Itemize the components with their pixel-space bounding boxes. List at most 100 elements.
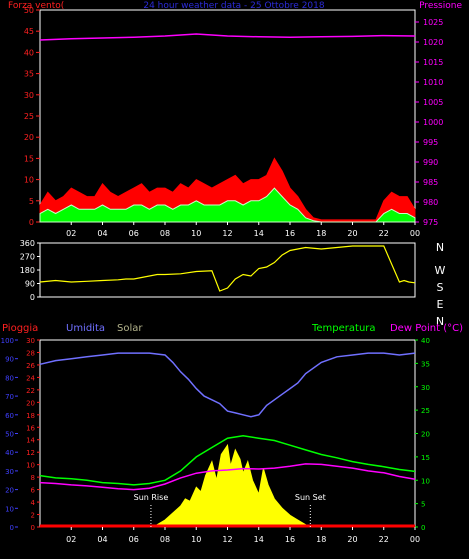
- panel3-x-tick-label: 12: [222, 535, 232, 544]
- panel1-x-tick-label: 02: [66, 229, 76, 238]
- panel1-left-tick-label: 15: [24, 154, 34, 163]
- rain-tick-label: 30: [26, 337, 35, 345]
- panel1-right-tick-label: 1010: [423, 78, 443, 87]
- panel2-left-tick-label: 360: [20, 239, 35, 248]
- temperature-line: [39, 435, 416, 486]
- rain-tick-label: 2: [31, 512, 35, 520]
- panel1-right-tick-label: 1025: [423, 18, 443, 27]
- panel1-right-tick-label: 1000: [423, 118, 443, 127]
- panel2-compass-label: S: [437, 281, 444, 294]
- temp-tick-label: 40: [421, 337, 430, 345]
- rain-tick-label: 22: [26, 387, 35, 395]
- panel3-x-tick-label: 08: [160, 535, 170, 544]
- panel3-x-tick-label: 16: [285, 535, 295, 544]
- rain-tick-label: 8: [31, 474, 35, 482]
- panel1-x-tick-label: 16: [285, 229, 295, 238]
- humidity-tick-label: 50: [5, 431, 14, 439]
- rain-tick-label: 0: [31, 524, 35, 532]
- rain-tick-label: 6: [31, 487, 36, 495]
- panel2-compass-label: N: [436, 315, 444, 328]
- panel3-x-tick-label: 02: [66, 535, 76, 544]
- chart-title: 24 hour weather data - 25 Ottobre 2018: [143, 1, 325, 11]
- temp-tick-label: 5: [421, 501, 425, 509]
- panel1-x-tick-label: 10: [191, 229, 201, 238]
- panel3-x-tick-label: 04: [97, 535, 107, 544]
- panel3-x-tick-label: 10: [191, 535, 201, 544]
- panel3-x-tick-label: 18: [316, 535, 326, 544]
- panel2-left-tick-label: 90: [25, 280, 35, 289]
- panel3-x-tick-label: 06: [129, 535, 139, 544]
- temp-tick-label: 15: [421, 454, 430, 462]
- humidity-tick-label: 100: [1, 337, 14, 345]
- sunset-label: Sun Set: [295, 493, 326, 502]
- humidity-axis-title: Umidita: [66, 323, 105, 334]
- panel1-left-tick-label: 45: [24, 27, 34, 36]
- panel2-compass-label: E: [437, 298, 444, 311]
- panel2-compass-label: W: [435, 264, 446, 277]
- temp-tick-label: 0: [421, 524, 425, 532]
- panel1-x-tick-label: 18: [316, 229, 326, 238]
- humidity-tick-label: 10: [5, 505, 14, 513]
- panel1-left-tick-label: 20: [24, 133, 34, 142]
- panel1-x-tick-label: 22: [379, 229, 389, 238]
- panel1-x-tick-label: 12: [222, 229, 232, 238]
- humidity-tick-label: 60: [5, 412, 14, 420]
- temp-tick-label: 30: [421, 384, 430, 392]
- rain-tick-label: 18: [26, 412, 35, 420]
- panel1-left-tick-label: 50: [24, 6, 34, 15]
- panel1-x-tick-label: 04: [97, 229, 107, 238]
- humidity-tick-label: 20: [5, 487, 14, 495]
- panel1-left-tick-label: 0: [29, 218, 34, 227]
- temperature-axis-title: Temperatura: [311, 323, 376, 334]
- humidity-tick-label: 0: [10, 524, 14, 532]
- temp-tick-label: 25: [421, 407, 430, 415]
- panel1-x-tick-label: 00: [410, 229, 420, 238]
- panel1-left-tick-label: 40: [24, 48, 34, 57]
- rain-tick-label: 12: [26, 449, 35, 457]
- rain-tick-label: 28: [26, 349, 35, 357]
- panel3-x-tick-label: 22: [379, 535, 389, 544]
- panel1-x-tick-label: 20: [347, 229, 357, 238]
- panel1-x-tick-label: 14: [254, 229, 264, 238]
- humidity-line: [39, 352, 416, 418]
- sunrise-label: Sun Rise: [134, 493, 169, 502]
- panel1-right-tick-label: 1020: [423, 38, 443, 47]
- panel1-x-tick-label: 08: [160, 229, 170, 238]
- panel1-left-tick-label: 25: [24, 112, 34, 121]
- humidity-tick-label: 70: [5, 393, 14, 401]
- panel1-right-tick-label: 985: [423, 178, 438, 187]
- panel1-right-tick-label: 1005: [423, 98, 443, 107]
- panel2-compass-label: N: [436, 241, 444, 254]
- panel1-right-tick-label: 1015: [423, 58, 443, 67]
- panel1-left-tick-label: 35: [24, 70, 34, 79]
- rain-tick-label: 24: [26, 374, 35, 382]
- panel2-left-tick-label: 270: [20, 253, 35, 262]
- solar-area: [149, 443, 311, 528]
- panel1-right-tick-label: 990: [423, 158, 438, 167]
- rain-tick-label: 4: [31, 499, 36, 507]
- rain-tick-label: 10: [26, 462, 35, 470]
- panel3-x-tick-label: 00: [410, 535, 420, 544]
- rain-tick-label: 16: [26, 424, 35, 432]
- rain-tick-label: 20: [26, 399, 35, 407]
- rain-tick-label: 14: [26, 437, 35, 445]
- humidity-tick-label: 80: [5, 374, 14, 382]
- panel2-left-tick-label: 180: [20, 266, 35, 275]
- rain-tick-label: 26: [26, 362, 35, 370]
- pressure-line: [39, 33, 416, 41]
- panel3-x-tick-label: 20: [347, 535, 357, 544]
- wind-average-area: [39, 187, 416, 223]
- panel1-left-tick-label: 30: [24, 91, 34, 100]
- panel3-x-tick-label: 14: [254, 535, 264, 544]
- panel1-left-tick-label: 10: [24, 176, 34, 185]
- panel1-right-tick-label: 980: [423, 198, 438, 207]
- humidity-tick-label: 30: [5, 468, 14, 476]
- temp-tick-label: 10: [421, 477, 430, 485]
- humidity-tick-label: 90: [5, 356, 14, 364]
- dewpoint-axis-title: Dew Point (°C): [390, 323, 463, 334]
- temp-tick-label: 35: [421, 360, 430, 368]
- panel1-right-tick-label: 975: [423, 218, 438, 227]
- temp-tick-label: 20: [421, 431, 430, 439]
- wind-direction-line: [39, 245, 416, 292]
